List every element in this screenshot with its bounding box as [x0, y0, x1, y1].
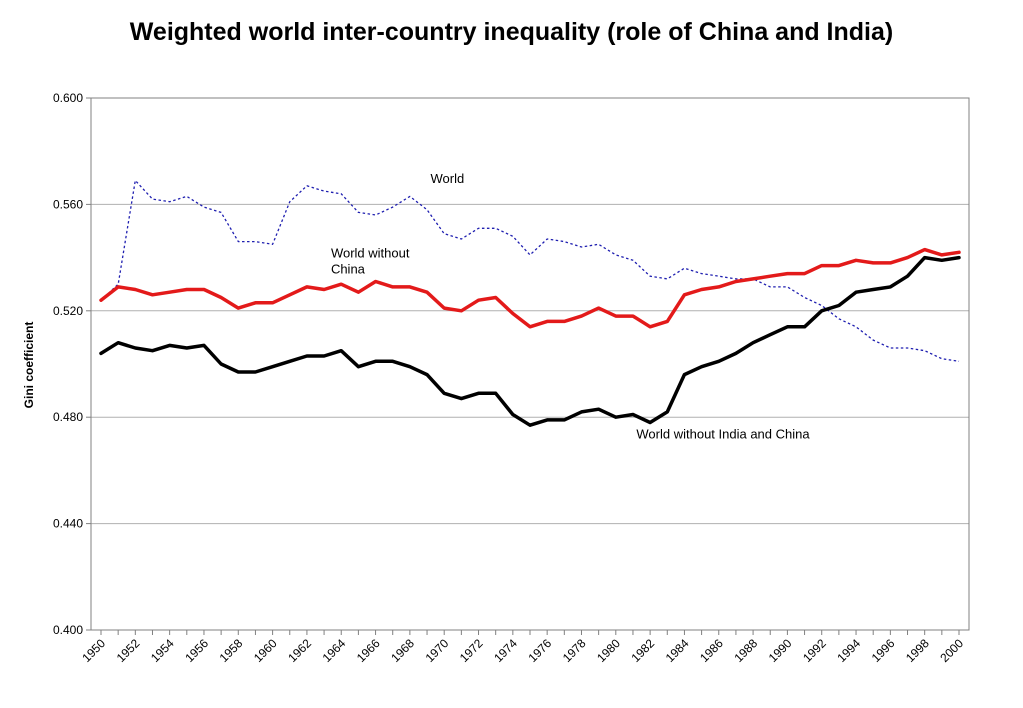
x-tick-label: 1958: [217, 636, 246, 665]
x-tick-label: 1982: [628, 636, 657, 665]
annotation-world-without-china: World without: [331, 246, 410, 261]
series-line-world-without-china: [99, 247, 961, 329]
x-tick-label: 1960: [251, 636, 280, 665]
x-tick-label: 1988: [731, 636, 760, 665]
y-tick-label: 0.520: [53, 304, 83, 318]
x-tick-label: 1952: [114, 636, 143, 665]
x-tick-label: 1970: [423, 636, 452, 665]
x-tick-label: 1962: [285, 636, 314, 665]
x-tick-label: 1954: [148, 636, 177, 665]
x-tick-label: 1968: [388, 636, 417, 665]
x-tick-label: 1976: [525, 636, 554, 665]
y-tick-label: 0.400: [53, 623, 83, 637]
y-tick-label: 0.480: [53, 410, 83, 424]
y-tick-label: 0.560: [53, 197, 83, 211]
x-tick-label: 1974: [491, 636, 520, 665]
x-tick-label: 1992: [800, 636, 829, 665]
x-tick-label: 1996: [869, 636, 898, 665]
x-axis: 1950 1952 1954 1956 1958 1960 1962 1964 1966 1968…: [79, 630, 966, 665]
x-tick-label: 1978: [560, 636, 589, 665]
x-tick-label: 1956: [182, 636, 211, 665]
annotation-world-without-india-china: World without India and China: [636, 426, 810, 441]
series-line-world: [100, 179, 960, 362]
x-tick-label: 1966: [354, 636, 383, 665]
x-tick-label: 1950: [79, 636, 108, 665]
y-axis-label: Gini coefficient: [22, 322, 36, 409]
x-tick-label: 1990: [766, 636, 795, 665]
x-tick-label: 2000: [937, 636, 966, 665]
x-tick-label: 1972: [457, 636, 486, 665]
annotation-world: World: [430, 171, 464, 186]
x-tick-label: 1994: [834, 636, 863, 665]
annotation-world-without-china: China: [331, 262, 366, 277]
series-line-world-without-india-china: [99, 255, 961, 427]
chart-title: Weighted world inter-country inequality …: [129, 18, 894, 46]
x-tick-label: 1980: [594, 636, 623, 665]
x-tick-label: 1986: [697, 636, 726, 665]
y-tick-label: 0.440: [53, 517, 83, 531]
y-axis: 0.400 0.440 0.480 0.520 0.560 0.600: [53, 91, 91, 637]
x-tick-label: 1984: [663, 636, 692, 665]
y-tick-label: 0.600: [53, 91, 83, 105]
x-tick-label: 1998: [903, 636, 932, 665]
series-lines: [99, 179, 961, 427]
x-tick-label: 1964: [320, 636, 349, 665]
